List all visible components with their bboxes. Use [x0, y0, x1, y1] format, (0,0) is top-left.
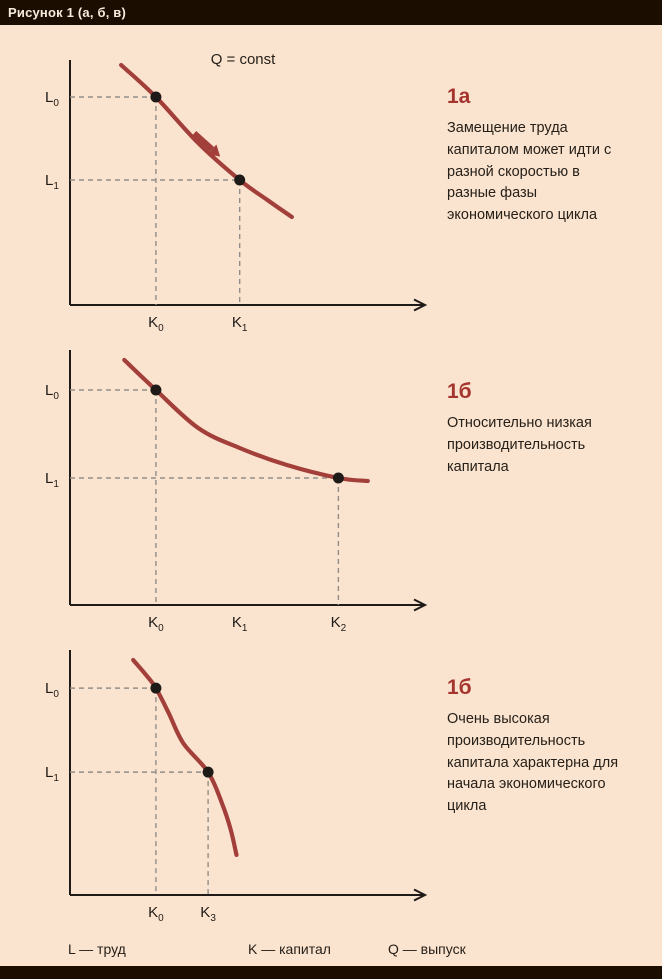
- curve-equation-label: Q = const: [211, 51, 276, 68]
- y-tick-label: L1: [45, 172, 59, 192]
- x-axis-arrow-icon: [413, 298, 428, 312]
- annotation-1b: 1б Относительно низкая производительност…: [447, 380, 627, 478]
- panel-1a: L0 K0 L1 K1 Q = const 1а Замещение труда кап…: [0, 40, 662, 345]
- data-point: [150, 384, 162, 396]
- figure-footer: [0, 966, 662, 979]
- y-tick-label: L0: [45, 382, 59, 402]
- annotation-1v: 1б Очень высокая производительность капи…: [447, 676, 627, 818]
- legend-output: Q — выпуск: [388, 941, 466, 957]
- figure-legend: L — труд K — капитал Q — выпуск: [0, 941, 662, 961]
- y-tick-label: L0: [45, 680, 59, 700]
- isoquant-curve: [131, 657, 239, 857]
- panel-1v: L0 K0 L1 K3 1б Очень высокая производительн…: [0, 645, 662, 937]
- x-tick-label: K2: [331, 614, 347, 634]
- chart-1v: L0 K0 L1 K3: [45, 650, 428, 924]
- panel-1b: L0 K0 L1 K2 K1 1б Относительно низкая произв…: [0, 345, 662, 645]
- chart-1b: L0 K0 L1 K2 K1: [45, 350, 428, 634]
- x-tick-label: K1: [232, 614, 248, 634]
- y-tick-label: L1: [45, 764, 59, 784]
- x-tick-label: K0: [148, 614, 164, 634]
- y-tick-label: L0: [45, 89, 59, 109]
- data-point: [150, 682, 162, 694]
- data-point: [150, 91, 162, 103]
- panel-note: Замещение труда капиталом может идти с р…: [447, 120, 612, 223]
- figure-title: Рисунок 1 (а, б, в): [8, 5, 127, 20]
- direction-arrow-head-icon: [207, 144, 221, 157]
- panel-note: Очень высокая производительность капитал…: [447, 711, 619, 814]
- annotation-1a: 1а Замещение труда капиталом может идти …: [447, 85, 627, 227]
- panel-note: Относительно низкая производительность к…: [447, 415, 592, 475]
- legend-capital: K — капитал: [248, 941, 331, 957]
- legend-labor: L — труд: [68, 941, 126, 957]
- x-axis-arrow-icon: [413, 888, 428, 902]
- panel-tag: 1б: [447, 380, 472, 403]
- x-tick-label: K1: [232, 314, 248, 334]
- panel-tag: 1а: [447, 85, 471, 108]
- chart-1a: L0 K0 L1 K1 Q = const: [45, 51, 428, 334]
- y-tick-label: L1: [45, 470, 59, 490]
- data-point: [202, 766, 214, 778]
- x-tick-label: K0: [148, 314, 164, 334]
- panel-tag: 1б: [447, 676, 472, 699]
- x-tick-label: K0: [148, 904, 164, 924]
- isoquant-curve: [122, 357, 370, 484]
- x-tick-label: K3: [200, 904, 216, 924]
- data-point: [332, 472, 344, 484]
- figure-header: Рисунок 1 (а, б, в): [0, 0, 662, 25]
- x-axis-arrow-icon: [413, 598, 428, 612]
- direction-arrow-icon: [192, 130, 215, 152]
- data-point: [234, 174, 246, 186]
